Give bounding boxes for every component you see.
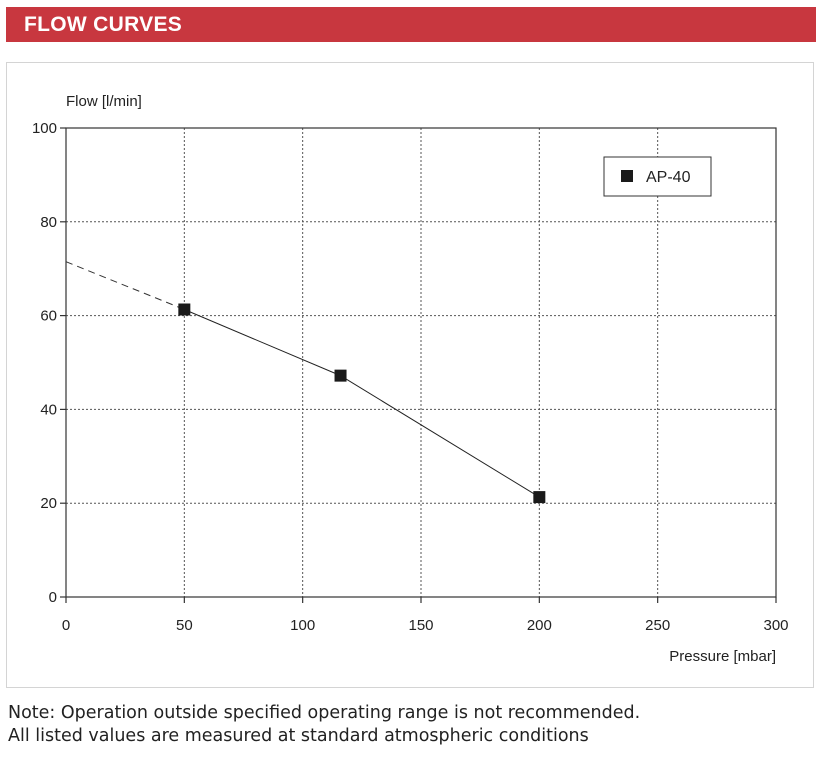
x-tick-label-100: 100: [290, 617, 315, 634]
legend-label-0: AP-40: [646, 169, 691, 186]
y-tick-label-80: 80: [40, 214, 57, 231]
data-point-0-2: [533, 491, 546, 504]
chart-frame: [6, 62, 814, 688]
y-tick-label-100: 100: [32, 120, 57, 137]
y-tick-label-20: 20: [40, 495, 57, 512]
section-header: FLOW CURVES: [6, 7, 816, 42]
x-tick-label-150: 150: [408, 617, 433, 634]
x-tick-label-50: 50: [176, 617, 193, 634]
data-point-0-1: [334, 369, 347, 382]
legend: AP-40: [603, 156, 712, 197]
x-tick-label-250: 250: [645, 617, 670, 634]
extrapolation-line: [65, 261, 185, 310]
data-point-0-0: [178, 303, 191, 316]
x-tick-label-200: 200: [527, 617, 552, 634]
section-title: FLOW CURVES: [24, 13, 183, 36]
x-axis-label: Pressure [mbar]: [669, 648, 776, 665]
x-tick-label-0: 0: [62, 617, 70, 634]
x-tick-label-300: 300: [763, 617, 788, 634]
y-tick-label-60: 60: [40, 308, 57, 325]
series-line-0: [184, 309, 540, 498]
y-tick-label-0: 0: [49, 589, 57, 606]
flow-curve-chart: 0 50 100 150 200 250 300 0 20 40 60 80 100 Flow [l/mi…: [32, 93, 789, 665]
y-axis-label: Flow [l/min]: [66, 93, 142, 110]
footnote-line-2: All listed values are measured at standa…: [8, 726, 589, 746]
footnote: Note: Operation outside specified operat…: [8, 702, 640, 748]
plot-area-border: [65, 127, 777, 598]
legend-marker-0: [621, 170, 633, 182]
footnote-line-1: Note: Operation outside specified operat…: [8, 703, 641, 723]
y-tick-label-40: 40: [40, 401, 57, 418]
